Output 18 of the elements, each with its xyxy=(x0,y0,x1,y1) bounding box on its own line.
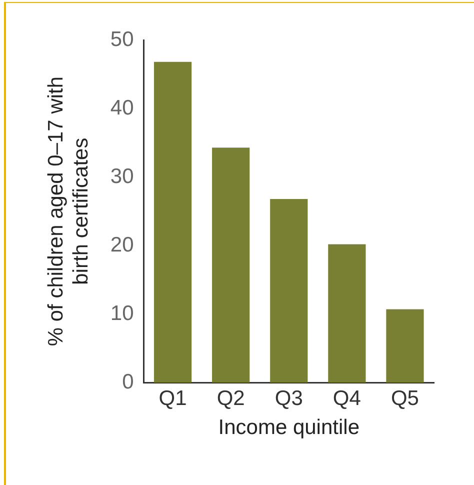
y-tick-label: 0 xyxy=(122,370,134,394)
x-tick-label: Q5 xyxy=(390,386,419,410)
x-tick-label: Q2 xyxy=(216,386,245,410)
x-axis-title: Income quintile xyxy=(218,416,360,440)
bar xyxy=(270,198,308,383)
bar xyxy=(154,62,192,383)
x-tick-label: Q4 xyxy=(332,386,362,410)
x-tick-label: Q1 xyxy=(158,386,187,410)
bar xyxy=(328,244,366,383)
y-tick-label: 50 xyxy=(110,28,134,51)
y-axis-title: % of children aged 0–17 with birth certificates xyxy=(44,76,93,346)
bar xyxy=(212,148,250,383)
x-tick-label: Q3 xyxy=(274,386,303,410)
y-tick-label: 30 xyxy=(110,164,134,188)
y-tick-label: 20 xyxy=(110,233,134,256)
y-tick-label: 40 xyxy=(110,96,134,120)
bar xyxy=(386,309,424,383)
y-tick-label: 10 xyxy=(110,302,134,325)
